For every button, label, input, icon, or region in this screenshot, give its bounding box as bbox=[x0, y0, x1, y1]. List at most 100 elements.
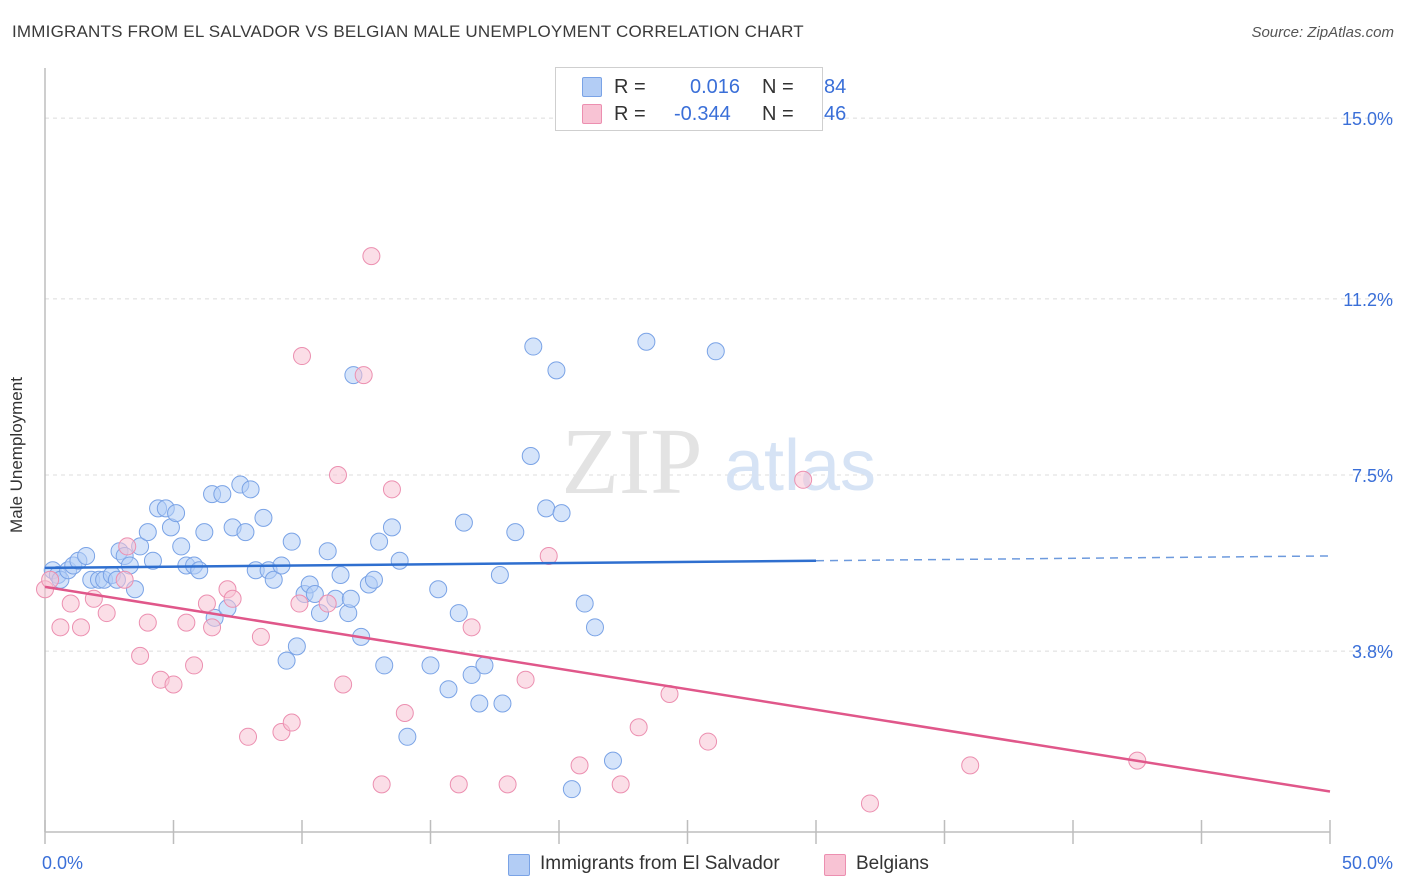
el-salvador-point bbox=[254, 508, 273, 527]
belgians-point bbox=[498, 775, 517, 794]
source-credit: Source: ZipAtlas.com bbox=[1251, 24, 1394, 41]
belgians-point bbox=[197, 594, 216, 613]
belgians-point bbox=[71, 618, 90, 637]
el-salvador-point bbox=[585, 618, 604, 637]
legend-n-label: N = bbox=[762, 76, 794, 98]
belgians-point bbox=[860, 794, 879, 813]
tick-labels: 3.8% 7.5% 11.2% 15.0% 0.0% 50.0% bbox=[42, 109, 1393, 873]
belgians-point bbox=[239, 727, 258, 746]
el-salvador-point bbox=[493, 694, 512, 713]
el-salvador-point bbox=[264, 570, 283, 589]
el-salvador-point bbox=[429, 580, 448, 599]
el-salvador-point bbox=[375, 656, 394, 675]
el-salvador-point bbox=[364, 570, 383, 589]
el-salvador-point bbox=[537, 499, 556, 518]
el-salvador-point bbox=[341, 589, 360, 608]
el-salvador-point bbox=[449, 604, 468, 623]
belgians-point bbox=[318, 594, 337, 613]
el-salvador-point bbox=[138, 523, 157, 542]
belgians-point bbox=[699, 732, 718, 751]
belgians-point bbox=[203, 618, 222, 637]
axes bbox=[44, 68, 1331, 844]
belgians-point bbox=[97, 604, 116, 623]
el-salvador-point bbox=[213, 485, 232, 504]
el-salvador-point bbox=[195, 523, 214, 542]
el-salvador-point bbox=[524, 337, 543, 356]
legend-swatch-belgians bbox=[582, 104, 602, 124]
el-salvador-point bbox=[562, 780, 581, 799]
belgians-point bbox=[449, 775, 468, 794]
legend-n-value: 84 bbox=[824, 76, 847, 98]
belgians-point bbox=[794, 470, 813, 489]
belgians-point bbox=[51, 618, 70, 637]
legend-r-label: R = bbox=[614, 103, 646, 125]
el-salvador-trend-extension bbox=[815, 555, 1331, 562]
el-salvador-point bbox=[575, 594, 594, 613]
belgians-point bbox=[282, 713, 301, 732]
el-salvador-point bbox=[454, 513, 473, 532]
legend-n-label: N = bbox=[762, 103, 794, 125]
belgians-point bbox=[61, 594, 80, 613]
belgians-point bbox=[462, 618, 481, 637]
watermark-atlas: atlas bbox=[724, 426, 876, 506]
belgians-point bbox=[115, 570, 134, 589]
bottom-legend-label: Belgians bbox=[856, 853, 929, 874]
belgians-point bbox=[372, 775, 391, 794]
el-salvador-point bbox=[370, 532, 389, 551]
el-salvador-point bbox=[172, 537, 191, 556]
el-salvador-point bbox=[277, 651, 296, 670]
el-salvador-point bbox=[236, 523, 255, 542]
belgians-point bbox=[395, 704, 414, 723]
belgians-point bbox=[539, 546, 558, 565]
belgians-point bbox=[570, 756, 589, 775]
bottom-legend-swatch-belgians bbox=[824, 854, 846, 876]
y-axis-label: Male Unemployment bbox=[7, 377, 26, 533]
belgians-point bbox=[223, 589, 242, 608]
el-salvador-point bbox=[143, 551, 162, 570]
el-salvador-point bbox=[398, 727, 417, 746]
belgians-point bbox=[185, 656, 204, 675]
x-tick-label: 0.0% bbox=[42, 853, 83, 873]
belgians-point bbox=[961, 756, 980, 775]
el-salvador-point bbox=[506, 523, 525, 542]
belgians-trend-line bbox=[44, 585, 1331, 793]
el-salvador-point bbox=[287, 637, 306, 656]
el-salvador-point bbox=[77, 546, 96, 565]
belgians-point bbox=[290, 594, 309, 613]
x-tick-label: 50.0% bbox=[1342, 853, 1393, 873]
el-salvador-point bbox=[390, 551, 409, 570]
el-salvador-point bbox=[547, 361, 566, 380]
belgians-point bbox=[131, 646, 150, 665]
belgians-point bbox=[164, 675, 183, 694]
belgians-point bbox=[118, 537, 137, 556]
belgians-point bbox=[328, 466, 347, 485]
el-salvador-point bbox=[490, 565, 509, 584]
el-salvador-point bbox=[331, 565, 350, 584]
y-tick-label: 3.8% bbox=[1352, 642, 1393, 662]
legend-r-label: R = bbox=[614, 76, 646, 98]
belgians-point bbox=[293, 347, 311, 366]
y-tick-label: 11.2% bbox=[1343, 290, 1393, 310]
el-salvador-point bbox=[462, 665, 481, 684]
watermark-zip: ZIP bbox=[562, 410, 703, 514]
belgians-point bbox=[177, 613, 196, 632]
el-salvador-trend-line bbox=[44, 559, 817, 570]
el-salvador-point bbox=[439, 680, 458, 699]
el-salvador-point bbox=[552, 504, 571, 523]
el-salvador-point bbox=[603, 751, 622, 770]
y-tick-label: 7.5% bbox=[1352, 466, 1393, 486]
y-tick-label: 15.0% bbox=[1342, 109, 1393, 129]
bottom-legend-swatch-el-salvador bbox=[508, 854, 530, 876]
belgians-point bbox=[611, 775, 630, 794]
legend-swatch-el-salvador bbox=[582, 77, 602, 97]
belgians-point bbox=[138, 613, 157, 632]
chart-title: IMMIGRANTS FROM EL SALVADOR VS BELGIAN M… bbox=[12, 22, 804, 41]
el-salvador-point bbox=[318, 542, 337, 561]
trend-lines bbox=[44, 555, 1331, 793]
belgians-point bbox=[41, 570, 60, 589]
el-salvador-point bbox=[637, 332, 656, 351]
belgians-point bbox=[251, 627, 270, 646]
belgians-point bbox=[516, 670, 535, 689]
el-salvador-point bbox=[190, 561, 209, 580]
